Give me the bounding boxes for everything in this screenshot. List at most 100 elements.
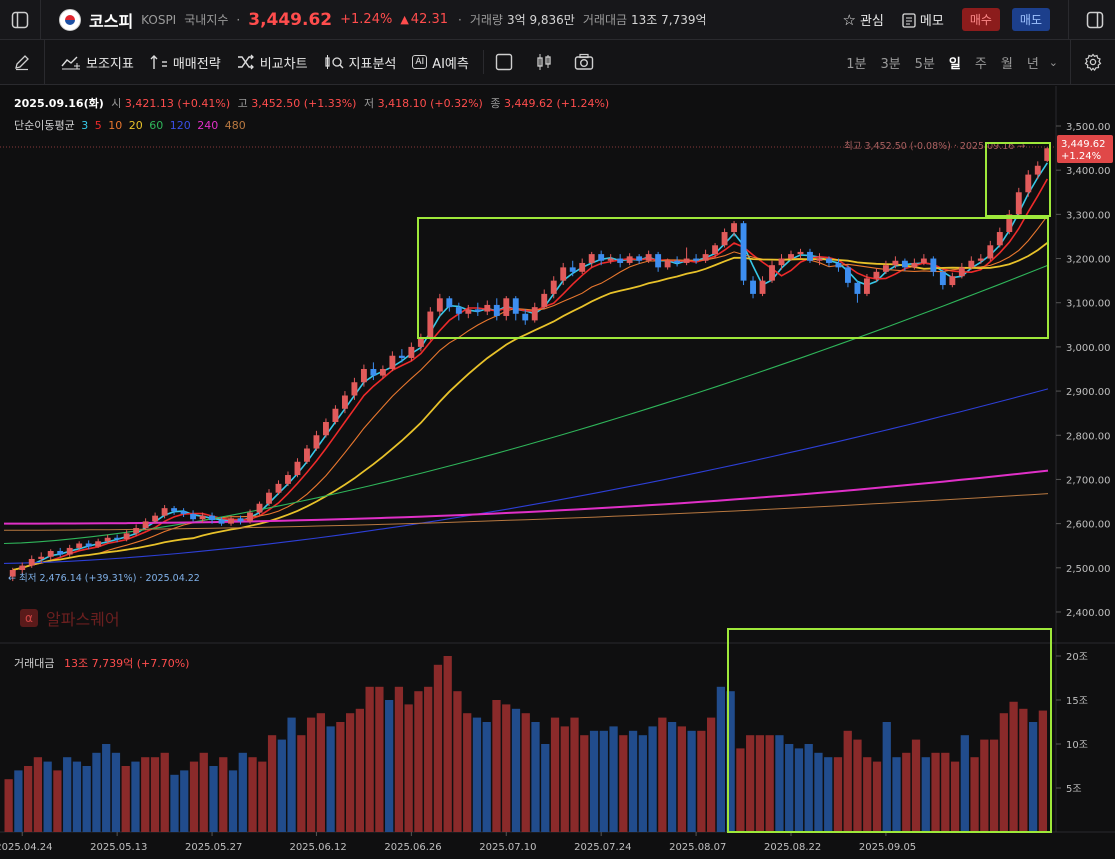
volume-bar bbox=[189, 761, 199, 832]
candle-body bbox=[617, 258, 624, 263]
candlestick-series bbox=[9, 146, 1051, 582]
low-label: 저 bbox=[363, 97, 375, 110]
volume-bar bbox=[628, 730, 638, 832]
period-1min[interactable]: 1분 bbox=[846, 56, 867, 72]
date-tick-label: 2025.07.24 bbox=[574, 842, 631, 853]
period-month[interactable]: 월 bbox=[1000, 56, 1013, 72]
ma20-line bbox=[12, 242, 1048, 571]
volume-bar bbox=[170, 774, 179, 832]
volume-tick-label: 20조 bbox=[1066, 652, 1088, 663]
candle-body bbox=[863, 278, 870, 294]
volume-bar bbox=[921, 757, 930, 832]
sell-button[interactable]: 매도 bbox=[1011, 8, 1050, 31]
strategy-button[interactable]: 매매전략 bbox=[150, 53, 221, 72]
candle-body bbox=[939, 271, 946, 286]
buy-button[interactable]: 매수 bbox=[961, 8, 1000, 31]
volume-bar bbox=[277, 739, 286, 832]
indicators-button[interactable]: 보조지표 bbox=[61, 53, 134, 72]
candle-body bbox=[693, 258, 700, 261]
volume-bar bbox=[43, 761, 52, 832]
candle-body bbox=[38, 556, 45, 559]
volume-bar bbox=[433, 664, 443, 832]
candle-body bbox=[522, 313, 529, 321]
candle-body bbox=[1006, 214, 1013, 233]
period-day[interactable]: 일 bbox=[948, 56, 961, 72]
close-label: 종 bbox=[490, 97, 501, 110]
volume-bar bbox=[72, 761, 82, 832]
volume-bar bbox=[667, 722, 677, 832]
date-tick-label: 2025.08.07 bbox=[669, 842, 726, 853]
volume-bar bbox=[999, 713, 1008, 832]
chart-square-icon[interactable] bbox=[484, 42, 524, 82]
period-year[interactable]: 년 bbox=[1026, 56, 1039, 72]
volume-bar bbox=[365, 686, 374, 832]
draw-pencil-icon[interactable] bbox=[0, 40, 44, 84]
ma5-line bbox=[12, 178, 1048, 571]
volume-value: 3억 9,836만 bbox=[506, 13, 575, 27]
volume-bar bbox=[453, 691, 462, 832]
sidebar-toggle-icon[interactable] bbox=[0, 0, 40, 40]
candle-body bbox=[47, 551, 54, 557]
volume-tick-label: 5조 bbox=[1066, 784, 1082, 795]
candle-body bbox=[360, 368, 367, 383]
volume-bar bbox=[833, 757, 843, 832]
volume-bar bbox=[238, 752, 247, 832]
candle-body bbox=[920, 258, 927, 263]
candle-body bbox=[911, 262, 918, 268]
symbol-title[interactable]: 코스피 bbox=[89, 11, 134, 31]
camera-icon[interactable] bbox=[564, 42, 604, 82]
volume-bar bbox=[131, 761, 140, 832]
price-tick-label: 3,300.00 bbox=[1066, 210, 1111, 221]
volume-bar bbox=[785, 744, 794, 832]
candle-body bbox=[1034, 165, 1041, 175]
volume-bar bbox=[863, 757, 872, 832]
candle-body bbox=[484, 304, 491, 312]
candle-body bbox=[9, 570, 16, 577]
settings-gear-icon[interactable] bbox=[1071, 42, 1115, 82]
ma480-period: 480 bbox=[224, 119, 246, 132]
date-tick-label: 2025.09.05 bbox=[859, 842, 916, 853]
volume-bar bbox=[794, 748, 804, 832]
chevron-down-icon[interactable]: ⌄ bbox=[1048, 55, 1058, 69]
watch-button[interactable]: ☆ 관심 bbox=[837, 10, 890, 30]
candle-body bbox=[873, 271, 880, 279]
volume-label: 거래량 bbox=[469, 13, 503, 27]
volume-bar bbox=[14, 770, 23, 832]
candlestick-icon[interactable] bbox=[524, 42, 564, 82]
moving-average-legend[interactable]: 단순이동평균 3 5 10 20 60 120 240 480 bbox=[14, 117, 246, 133]
volume-bar bbox=[287, 717, 296, 832]
ma480-line bbox=[4, 493, 1049, 531]
compare-button[interactable]: 비교차트 bbox=[237, 53, 308, 72]
ai-predict-button[interactable]: AI AI예측 bbox=[412, 53, 469, 72]
ma3-line bbox=[12, 162, 1048, 571]
candle-body bbox=[968, 260, 975, 268]
candle-body bbox=[142, 521, 149, 529]
volume-bar bbox=[804, 744, 813, 832]
price-tag bbox=[1057, 135, 1113, 163]
volume-bar bbox=[570, 717, 579, 832]
right-panel-toggle-icon[interactable] bbox=[1075, 0, 1115, 40]
period-3min[interactable]: 3분 bbox=[880, 56, 901, 72]
price-tick-label: 3,200.00 bbox=[1066, 255, 1111, 266]
memo-button[interactable]: 메모 bbox=[896, 10, 950, 29]
candle-body bbox=[161, 508, 168, 516]
volume-panel-value: 13조 7,739억 (+7.70%) bbox=[63, 657, 190, 670]
candle-body bbox=[123, 533, 130, 540]
period-week[interactable]: 주 bbox=[974, 56, 987, 72]
candle-body bbox=[199, 515, 206, 520]
analysis-button[interactable]: 지표분석 bbox=[324, 53, 396, 72]
date-tick-label: 2025.05.27 bbox=[185, 842, 242, 853]
ma120-line bbox=[3, 388, 1049, 564]
volume-bar bbox=[853, 739, 862, 832]
candle-body bbox=[190, 513, 197, 520]
volume-bar bbox=[1009, 701, 1018, 832]
volume-bar bbox=[580, 735, 589, 832]
price-tick-label: 2,700.00 bbox=[1066, 475, 1111, 486]
volume-bar bbox=[248, 757, 257, 832]
volume-bar bbox=[443, 656, 452, 832]
volume-bar bbox=[345, 713, 355, 832]
star-icon: ☆ bbox=[842, 10, 856, 29]
candle-body bbox=[655, 254, 662, 268]
period-5min[interactable]: 5분 bbox=[914, 56, 935, 72]
